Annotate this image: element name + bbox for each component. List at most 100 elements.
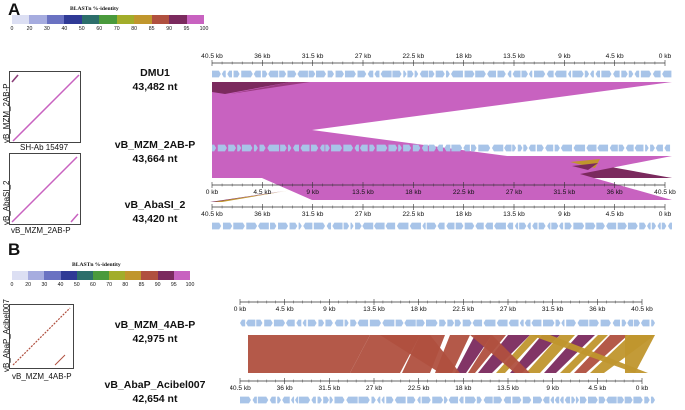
gene-arrow xyxy=(422,222,426,230)
legend-color-bar xyxy=(12,271,190,280)
ruler-tick-label: 9 kb xyxy=(558,211,571,218)
ruler-tick-label: 13.5 kb xyxy=(363,306,385,313)
synteny-block-1 xyxy=(212,82,672,178)
gene-arrow xyxy=(455,222,464,230)
gene-arrow xyxy=(617,396,625,404)
genome-name: vB_MZM_4AB-P xyxy=(114,319,196,331)
gene-arrow xyxy=(527,222,531,230)
dotplot-diagonal xyxy=(11,156,78,223)
gene-arrow xyxy=(559,222,564,230)
gene-arrow xyxy=(586,144,597,152)
gene-arrow xyxy=(609,144,618,152)
gene-arrow xyxy=(497,70,506,78)
gene-arrow xyxy=(627,319,634,327)
gene-arrow xyxy=(650,396,655,404)
gene-arrow xyxy=(463,144,470,152)
legend-title: BLASTn %-identity xyxy=(70,6,119,12)
gene-arrow xyxy=(507,222,514,230)
gene-arrow xyxy=(373,222,385,230)
gene-arrow xyxy=(297,70,308,78)
gene-arrow xyxy=(601,70,612,78)
legend-swatch xyxy=(12,15,30,24)
legend-tick-label: 80 xyxy=(131,26,138,32)
gene-arrow xyxy=(371,396,376,404)
gene-arrow xyxy=(369,319,382,327)
gene-arrow xyxy=(634,144,644,152)
ruler-tick-label: 31.5 kb xyxy=(542,306,564,313)
legend-swatch xyxy=(134,15,152,24)
dotplot-a1-svg xyxy=(11,74,80,142)
gene-arrow xyxy=(459,396,464,404)
genome-size: 42,654 nt xyxy=(132,393,178,405)
legend-swatch xyxy=(81,15,100,24)
gene-arrow xyxy=(334,396,345,404)
gene-arrow xyxy=(327,70,335,78)
gene-arrow xyxy=(640,319,650,327)
gene-arrow xyxy=(369,144,376,152)
synteny-block xyxy=(530,335,648,373)
legend-swatch xyxy=(64,15,82,24)
gene-arrow xyxy=(323,396,330,404)
genome-map-b: 0 kb 4.5 kb 9 kb 13.5 kb 18 kb 22.5 kb 27 kb 31… xyxy=(230,299,655,404)
ruler-tick-label: 18 kb xyxy=(411,306,427,313)
gene-arrow xyxy=(536,144,544,152)
gene-arrow xyxy=(287,144,292,152)
gene-arrow xyxy=(494,222,506,230)
gene-arrow xyxy=(380,70,392,78)
genome-name: DMU1 xyxy=(140,67,170,79)
legend-tick-label: 85 xyxy=(138,282,145,288)
ruler-tick-label: 0 kb xyxy=(206,189,219,196)
synteny-block xyxy=(574,335,628,373)
gene-arrow xyxy=(503,396,511,404)
gene-arrow xyxy=(269,396,276,404)
gene-arrow xyxy=(228,144,237,152)
gene-arrow xyxy=(270,222,277,230)
legend-swatch xyxy=(151,15,170,24)
ruler-tick-label: 31.5 kb xyxy=(302,53,324,60)
gene-arrow xyxy=(426,222,437,230)
gene-arrow xyxy=(404,319,416,327)
gene-arrow xyxy=(483,319,496,327)
genome-name: vB_MZM_2AB-P xyxy=(114,139,196,151)
gene-arrow xyxy=(318,319,325,327)
gene-arrow xyxy=(647,222,651,230)
dotplot-a2-svg xyxy=(11,156,79,223)
gene-arrow xyxy=(212,70,221,78)
legend-tick-label: 70 xyxy=(106,282,112,288)
dotplot-a1-xlabel: SH-Ab 15497 xyxy=(20,143,69,152)
gene-arrow xyxy=(212,222,222,230)
gene-arrow xyxy=(585,222,596,230)
genome-label-mzm2ab: vB_MZM_2AB-P 43,664 nt xyxy=(95,138,215,166)
gene-arrow xyxy=(625,144,634,152)
gene-arrow xyxy=(491,144,504,152)
dotplot-diagonal xyxy=(70,213,79,223)
gene-arrow xyxy=(346,396,358,404)
gene-arrow xyxy=(344,70,356,78)
dotplot-a2-xlabel: vB_MZM_2AB-P xyxy=(11,226,71,235)
gene-arrow xyxy=(551,222,559,230)
legend-swatch xyxy=(12,271,29,280)
legend-tick-label: 90 xyxy=(154,282,161,288)
gene-arrow xyxy=(388,144,398,152)
gene-arrow xyxy=(612,319,621,327)
ruler-tick-label: 18 kb xyxy=(456,53,472,60)
legend-swatch xyxy=(60,271,77,280)
synteny-b xyxy=(248,335,655,373)
gene-arrow xyxy=(560,144,572,152)
legend-swatch xyxy=(29,15,47,24)
gene-arrow xyxy=(532,396,543,404)
dotplot-diagonal xyxy=(54,354,66,366)
ruler-tick-label: 36 kb xyxy=(254,53,270,60)
panel-a-legend: BLASTn %-identity 0 20 30 40 50 60 70 80 85 90 95 1… xyxy=(11,6,212,38)
ruler-tick-label: 9 kb xyxy=(306,189,319,196)
genome-size: 43,420 nt xyxy=(132,213,178,225)
gene-arrow xyxy=(335,70,344,78)
legend-swatch xyxy=(92,271,110,280)
legend-tick-label: 100 xyxy=(185,282,195,288)
gene-arrow xyxy=(547,222,551,230)
gene-arrow xyxy=(483,396,493,404)
ruler-tick-label: 9 kb xyxy=(323,306,336,313)
gene-arrow xyxy=(464,222,475,230)
gene-arrow xyxy=(639,222,647,230)
gene-arrow xyxy=(447,319,455,327)
